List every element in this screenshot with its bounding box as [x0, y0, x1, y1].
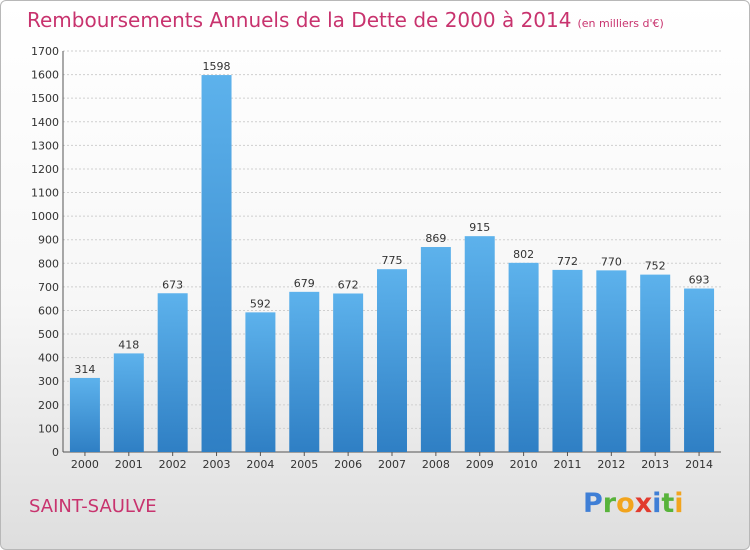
y-tick-label: 900	[38, 234, 59, 247]
x-tick-label: 2004	[246, 458, 274, 471]
x-tick-label: 2009	[466, 458, 494, 471]
bar	[113, 353, 144, 452]
proxiti-logo[interactable]: Proxiti	[583, 488, 684, 519]
bar-value-label: 775	[382, 254, 403, 267]
y-tick-label: 800	[38, 257, 59, 270]
x-tick-label: 2003	[203, 458, 231, 471]
logo-letter: P	[583, 488, 603, 519]
bar	[596, 270, 627, 452]
bar	[684, 288, 715, 452]
x-tick-label: 2001	[115, 458, 143, 471]
y-tick-label: 300	[38, 375, 59, 388]
logo-letter: x	[634, 488, 653, 519]
chart-title-text: Remboursements Annuels de la Dette de 20…	[27, 8, 572, 32]
bar	[245, 312, 276, 452]
x-tick-label: 2010	[510, 458, 538, 471]
x-tick-label: 2012	[597, 458, 625, 471]
bar-value-label: 752	[645, 260, 666, 273]
city-name: SAINT-SAULVE	[29, 496, 157, 517]
x-tick-label: 2000	[71, 458, 99, 471]
bar-value-label: 869	[425, 232, 446, 245]
y-tick-label: 600	[38, 304, 59, 317]
bar-value-label: 673	[162, 278, 183, 291]
bar	[289, 291, 320, 452]
bar	[640, 274, 671, 452]
bar-value-label: 679	[294, 277, 315, 290]
x-tick-label: 2014	[685, 458, 713, 471]
bar	[157, 293, 188, 452]
y-tick-label: 1200	[31, 163, 59, 176]
bar	[420, 247, 451, 452]
y-tick-label: 400	[38, 352, 59, 365]
bar	[201, 75, 232, 452]
logo-letter: o	[616, 488, 635, 519]
y-tick-label: 1400	[31, 116, 59, 129]
y-tick-label: 1500	[31, 92, 59, 105]
bar	[464, 236, 495, 452]
logo-letter: i	[674, 488, 684, 519]
y-tick-label: 1600	[31, 69, 59, 82]
bars	[69, 75, 715, 452]
x-tick-label: 2008	[422, 458, 450, 471]
axes: 0 100 200 300 400 500 600 700 800 900 1000 1100 1200…	[31, 45, 721, 471]
y-tick-label: 500	[38, 328, 59, 341]
bar	[508, 262, 539, 452]
logo-letter: i	[652, 488, 662, 519]
bar-value-label: 802	[513, 248, 534, 261]
x-tick-label: 2006	[334, 458, 362, 471]
bar-value-label: 418	[118, 338, 139, 351]
bar	[377, 269, 407, 452]
bar-value-label: 770	[601, 255, 622, 268]
bar	[552, 269, 583, 452]
logo-letter: t	[661, 488, 675, 519]
bar-value-label: 592	[250, 297, 271, 310]
bar-value-label: 915	[469, 221, 490, 234]
x-tick-label: 2013	[641, 458, 669, 471]
y-tick-label: 0	[52, 446, 59, 459]
y-tick-label: 200	[38, 399, 59, 412]
bar-value-label: 672	[338, 278, 359, 291]
bar	[333, 293, 364, 452]
y-tick-label: 100	[38, 422, 59, 435]
y-tick-label: 700	[38, 281, 59, 294]
x-tick-label: 2011	[553, 458, 581, 471]
y-tick-label: 1000	[31, 210, 59, 223]
x-tick-label: 2007	[378, 458, 406, 471]
bar-value-label: 314	[74, 363, 95, 376]
data-labels: 314 418 673 1598 592 679 672 775 869 915 802 772 770…	[74, 60, 709, 376]
chart-title: Remboursements Annuels de la Dette de 20…	[27, 8, 664, 32]
bar	[69, 377, 100, 452]
y-tick-label: 1300	[31, 139, 59, 152]
logo-letter: r	[602, 488, 617, 519]
y-tick-label: 1700	[31, 45, 59, 58]
chart-subtitle: (en milliers d'€)	[577, 17, 664, 30]
bar-value-label: 693	[689, 274, 710, 287]
x-tick-label: 2002	[159, 458, 187, 471]
bar-value-label: 1598	[203, 60, 231, 73]
x-tick-label: 2005	[290, 458, 318, 471]
bar-value-label: 772	[557, 255, 578, 268]
y-tick-label: 1100	[31, 187, 59, 200]
